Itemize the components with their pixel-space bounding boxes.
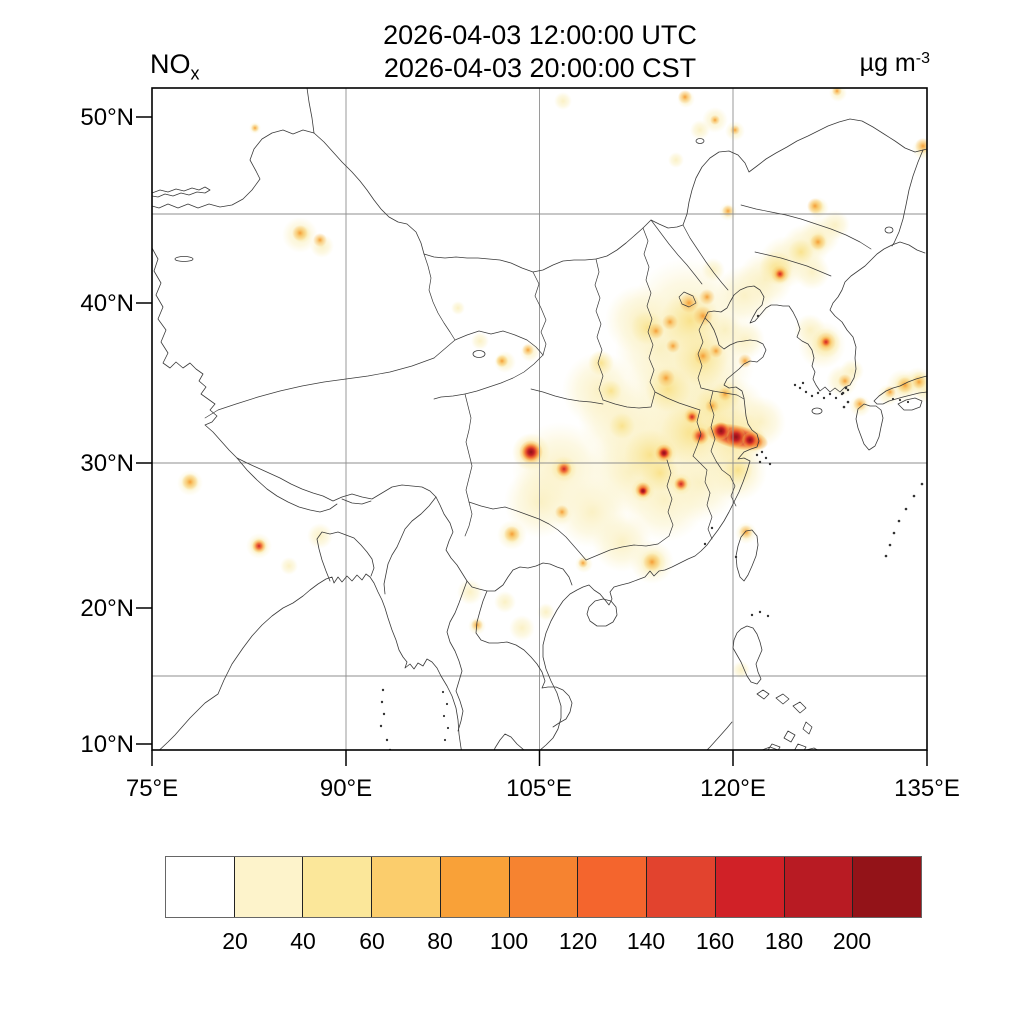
colorbar-segment [234, 857, 304, 917]
colorbar-segment [647, 857, 716, 917]
lon-tick-label: 105°E [506, 775, 572, 802]
colorbar-tick-label: 180 [764, 928, 804, 954]
map-frame [136, 87, 928, 766]
colorbar-segment [166, 857, 235, 917]
lon-tick-label: 120°E [700, 775, 766, 802]
lon-tick-label: 135°E [894, 775, 960, 802]
lat-tick-label: 40°N [80, 290, 134, 317]
island-specks [379, 314, 924, 750]
colorbar-tick-label: 40 [290, 928, 316, 954]
colorbar-tick-label: 100 [489, 928, 529, 954]
lat-tick-label: 30°N [80, 450, 134, 477]
lat-tick-label: 10°N [80, 731, 134, 758]
colorbar-segment [440, 857, 510, 917]
colorbar-tick-label: 120 [558, 928, 598, 954]
colorbar-tick-label: 160 [695, 928, 735, 954]
units-label: µg m-3 [859, 49, 930, 77]
lat-tick-label: 50°N [80, 104, 134, 131]
title-cst: 2026-04-03 20:00:00 CST [383, 53, 697, 83]
variable-label: NOx [150, 49, 200, 84]
colorbar-segment [303, 857, 373, 917]
pollution-field-peak [252, 268, 832, 553]
colorbar-tick-label: 80 [427, 928, 453, 954]
map-gridlines [152, 88, 927, 750]
pollution-field-high [182, 88, 927, 631]
colorbar-tick-label: 200 [832, 928, 872, 954]
colorbar-segment [509, 857, 579, 917]
colorbar-segment [715, 857, 785, 917]
colorbar [165, 856, 922, 918]
colorbar-segment [853, 857, 922, 917]
lat-tick-label: 20°N [80, 595, 134, 622]
coastlines-borders [152, 88, 927, 750]
lon-tick-label: 90°E [319, 775, 373, 802]
colorbar-segment [372, 857, 441, 917]
pollution-field-low [177, 88, 927, 679]
colorbar-tick-label: 140 [626, 928, 666, 954]
lon-tick-label: 75°E [125, 775, 179, 802]
colorbar-segment [578, 857, 648, 917]
province-borders [204, 204, 872, 561]
colorbar-tick-label: 20 [222, 928, 248, 954]
colorbar-segment [784, 857, 854, 917]
colorbar-tick-label: 60 [359, 928, 385, 954]
title-utc: 2026-04-03 12:00:00 UTC [383, 20, 697, 50]
